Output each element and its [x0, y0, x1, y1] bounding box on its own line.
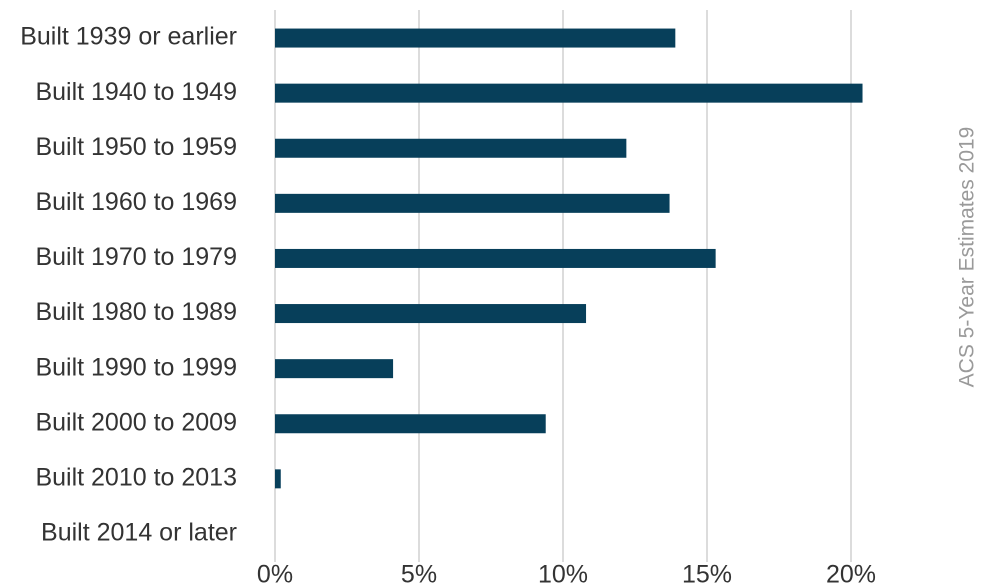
bar — [275, 138, 627, 158]
x-tick-label: 20% — [826, 561, 876, 587]
bar — [275, 469, 281, 489]
bar — [275, 304, 587, 324]
bar — [275, 414, 546, 434]
bar — [275, 248, 716, 268]
y-tick-label: Built 1950 to 1959 — [35, 133, 237, 161]
y-tick-label: Built 1939 or earlier — [20, 23, 237, 51]
y-tick-label: Built 1980 to 1989 — [35, 298, 237, 326]
x-tick-label: 0% — [257, 561, 293, 587]
x-tick-label: 5% — [401, 561, 437, 587]
bar — [275, 193, 670, 213]
y-tick-label: Built 1970 to 1979 — [35, 243, 237, 271]
y-tick-label: Built 2010 to 2013 — [35, 463, 237, 491]
bar — [275, 28, 676, 48]
x-tick-label: 15% — [682, 561, 732, 587]
x-tick-label: 10% — [538, 561, 588, 587]
y-tick-label: Built 1940 to 1949 — [35, 78, 237, 106]
y-tick-label: Built 2000 to 2009 — [35, 408, 237, 436]
bar — [275, 359, 394, 379]
y-tick-label: Built 1990 to 1999 — [35, 353, 237, 381]
source-note: ACS 5-Year Estimates 2019 — [956, 127, 979, 388]
bar — [275, 83, 863, 103]
y-tick-label: Built 1960 to 1969 — [35, 188, 237, 216]
y-tick-label: Built 2014 or later — [41, 519, 237, 547]
